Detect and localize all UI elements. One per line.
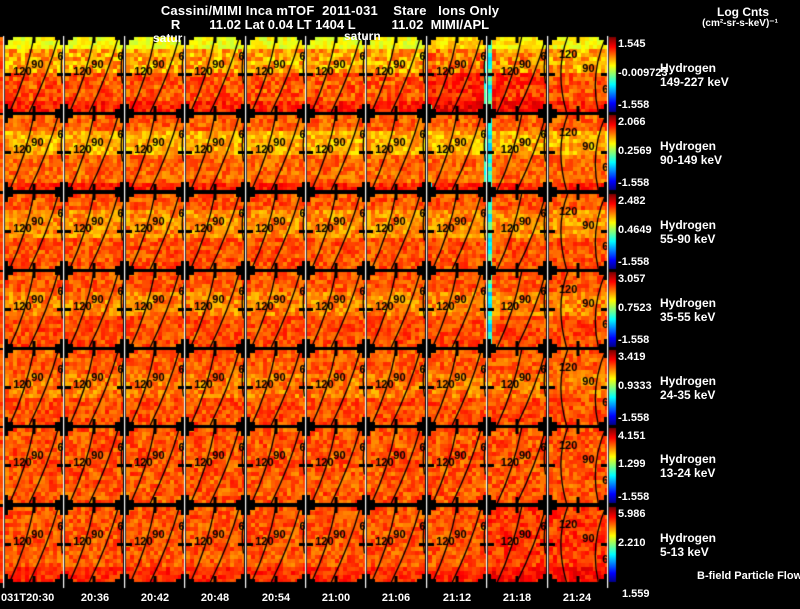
energy-row4: 35-55 keV <box>660 310 716 324</box>
cbar-max-row6: 4.151 <box>618 430 646 442</box>
row-label-5: Hydrogen 24-35 keV <box>660 374 790 402</box>
row-label-1: Hydrogen 149-227 keV <box>660 61 790 89</box>
time-tick-4: 20:48 <box>200 592 230 604</box>
row-label-3: Hydrogen 55-90 keV <box>660 218 790 246</box>
cbar-max-row4: 3.057 <box>618 273 646 285</box>
cbar-max-row5: 3.419 <box>618 351 646 363</box>
time-tick-9: 21:18 <box>502 592 532 604</box>
energy-row1: 149-227 keV <box>660 75 729 89</box>
energy-row2: 90-149 keV <box>660 153 723 167</box>
cbar-max-row1: 1.545 <box>618 38 646 50</box>
plot-title: Cassini/MIMI Inca mTOF 2011-031 Stare Io… <box>160 3 500 18</box>
row-label-6: Hydrogen 13-24 keV <box>660 452 790 480</box>
saturn-marker-left: satur <box>153 31 183 45</box>
energy-row3: 55-90 keV <box>660 232 716 246</box>
cbar-min-row4: -1.558 <box>618 334 650 346</box>
cbar-max-row3: 2.482 <box>618 195 646 207</box>
time-tick-10: 21:24 <box>562 592 592 604</box>
cbar-mid-row3: 0.4649 <box>618 224 652 236</box>
species-row6: Hydrogen <box>660 452 717 466</box>
energy-row6: 13-24 keV <box>660 466 716 480</box>
species-row3: Hydrogen <box>660 218 717 232</box>
cbar-mid-row5: 0.9333 <box>618 380 652 392</box>
species-row7: Hydrogen <box>660 531 717 545</box>
cbar-max-row7: 5.986 <box>618 508 646 520</box>
colorbar-units-formula: (cm²-sr-s-keV)⁻¹ <box>702 18 778 29</box>
time-tick-5: 20:54 <box>261 592 291 604</box>
time-tick-3: 20:42 <box>140 592 170 604</box>
energy-row7: 5-13 keV <box>660 545 709 559</box>
cbar-mid-row2: 0.2569 <box>618 145 652 157</box>
species-row2: Hydrogen <box>660 139 717 153</box>
cbar-mid-row4: 0.7523 <box>618 302 652 314</box>
row-label-4: Hydrogen 35-55 keV <box>660 296 790 324</box>
bfield-flow-label: B-field Particle Flow <box>697 570 800 582</box>
cbar-min-row6: -1.558 <box>618 491 650 503</box>
time-tick-8: 21:12 <box>442 592 472 604</box>
cbar-min-row1: -1.558 <box>618 99 650 111</box>
time-tick-6: 21:00 <box>321 592 351 604</box>
cbar-mid-row7: 2.210 <box>618 537 646 549</box>
time-tick-2: 20:36 <box>80 592 110 604</box>
saturn-marker-right: saturn <box>344 29 381 43</box>
row-label-2: Hydrogen 90-149 keV <box>660 139 790 167</box>
species-row1: Hydrogen <box>660 61 717 75</box>
cbar-max-row2: 2.066 <box>618 116 646 128</box>
cbar-mid-row6: 1.299 <box>618 458 646 470</box>
cbar-min-row7: 1.559 <box>622 588 650 600</box>
species-row5: Hydrogen <box>660 374 717 388</box>
cbar-min-row5: -1.558 <box>618 412 650 424</box>
row-label-7: Hydrogen 5-13 keV <box>660 531 790 559</box>
cbar-min-row3: -1.558 <box>618 256 650 268</box>
cbar-mid-row1: -0.009723 <box>618 67 668 79</box>
species-row4: Hydrogen <box>660 296 717 310</box>
energy-row5: 24-35 keV <box>660 388 716 402</box>
colorbar-units-title: Log Cnts <box>717 5 769 19</box>
time-tick-1: 031T20:30 <box>1 592 55 604</box>
cbar-min-row2: -1.558 <box>618 177 650 189</box>
time-tick-7: 21:06 <box>381 592 411 604</box>
plot-subtitle: R 11.02 Lat 0.04 LT 1404 L 11.02 MIMI/AP… <box>170 17 490 32</box>
